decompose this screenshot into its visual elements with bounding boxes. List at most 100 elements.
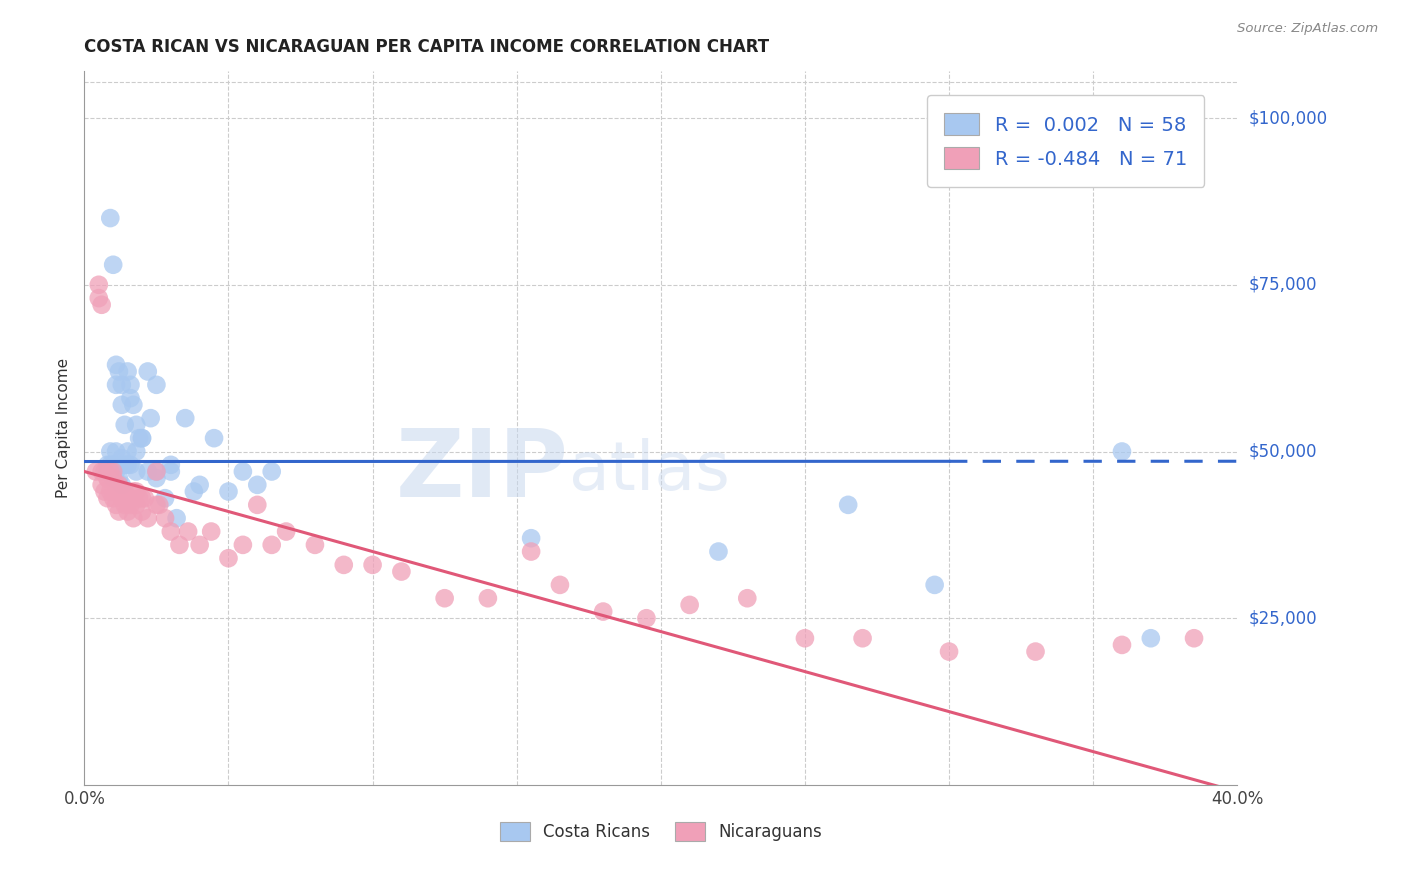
Point: [520, 531, 543, 545]
Point: [96, 491, 118, 506]
Point: [131, 504, 153, 518]
Point: [174, 411, 197, 425]
Point: [131, 431, 153, 445]
Point: [111, 377, 134, 392]
Point: [520, 544, 543, 558]
Point: [117, 444, 139, 458]
Point: [108, 471, 131, 485]
Point: [128, 431, 150, 445]
Point: [125, 484, 148, 499]
Point: [111, 491, 134, 506]
Point: [145, 498, 167, 512]
Point: [160, 458, 183, 472]
Point: [131, 491, 153, 506]
Point: [136, 465, 159, 479]
Point: [108, 484, 131, 499]
Point: [120, 391, 142, 405]
Point: [111, 484, 134, 499]
Point: [246, 478, 269, 492]
Point: [160, 465, 183, 479]
Point: [111, 478, 134, 492]
Point: [98, 444, 121, 458]
Point: [114, 491, 136, 506]
Point: [114, 484, 136, 499]
Point: [105, 478, 128, 492]
Legend: Costa Ricans, Nicaraguans: Costa Ricans, Nicaraguans: [494, 815, 828, 848]
Point: [794, 632, 817, 646]
Point: [120, 498, 142, 512]
Point: [737, 591, 759, 606]
Text: Source: ZipAtlas.com: Source: ZipAtlas.com: [1237, 22, 1378, 36]
Point: [924, 578, 946, 592]
Point: [108, 364, 131, 378]
Point: [90, 478, 112, 492]
Point: [333, 558, 356, 572]
Point: [136, 364, 159, 378]
Point: [108, 478, 131, 492]
Point: [120, 458, 142, 472]
Point: [145, 471, 167, 485]
Point: [177, 524, 200, 539]
Text: atlas: atlas: [568, 438, 730, 504]
Point: [122, 398, 145, 412]
Point: [93, 484, 115, 499]
Point: [145, 465, 167, 479]
Point: [1182, 632, 1205, 646]
Point: [103, 258, 124, 272]
Point: [114, 458, 136, 472]
Point: [105, 444, 128, 458]
Point: [276, 524, 298, 539]
Point: [145, 377, 167, 392]
Point: [202, 431, 225, 445]
Point: [148, 498, 170, 512]
Point: [232, 465, 254, 479]
Text: $100,000: $100,000: [1249, 109, 1327, 127]
Point: [103, 471, 124, 485]
Point: [98, 458, 121, 472]
Point: [160, 524, 183, 539]
Point: [1111, 638, 1133, 652]
Point: [433, 591, 456, 606]
Point: [200, 524, 222, 539]
Point: [391, 565, 413, 579]
Text: ZIP: ZIP: [395, 425, 568, 517]
Point: [105, 377, 128, 392]
Point: [125, 465, 148, 479]
Point: [183, 484, 205, 499]
Point: [260, 538, 283, 552]
Point: [96, 471, 118, 485]
Point: [1140, 632, 1163, 646]
Point: [117, 504, 139, 518]
Point: [145, 465, 167, 479]
Point: [548, 578, 571, 592]
Point: [260, 465, 283, 479]
Point: [108, 504, 131, 518]
Point: [125, 498, 148, 512]
Point: [105, 465, 128, 479]
Point: [98, 211, 121, 225]
Point: [852, 632, 875, 646]
Text: $25,000: $25,000: [1249, 609, 1317, 627]
Point: [98, 484, 121, 499]
Point: [117, 491, 139, 506]
Point: [131, 431, 153, 445]
Point: [90, 298, 112, 312]
Point: [232, 538, 254, 552]
Point: [108, 458, 131, 472]
Point: [218, 484, 240, 499]
Point: [592, 605, 614, 619]
Point: [98, 465, 121, 479]
Point: [136, 511, 159, 525]
Point: [120, 491, 142, 506]
Text: COSTA RICAN VS NICARAGUAN PER CAPITA INCOME CORRELATION CHART: COSTA RICAN VS NICARAGUAN PER CAPITA INC…: [84, 38, 769, 56]
Point: [122, 511, 145, 525]
Point: [105, 498, 128, 512]
Point: [87, 291, 110, 305]
Point: [122, 484, 145, 499]
Point: [1025, 644, 1047, 658]
Point: [103, 458, 124, 472]
Point: [837, 498, 859, 512]
Point: [304, 538, 326, 552]
Y-axis label: Per Capita Income: Per Capita Income: [56, 358, 72, 499]
Point: [111, 398, 134, 412]
